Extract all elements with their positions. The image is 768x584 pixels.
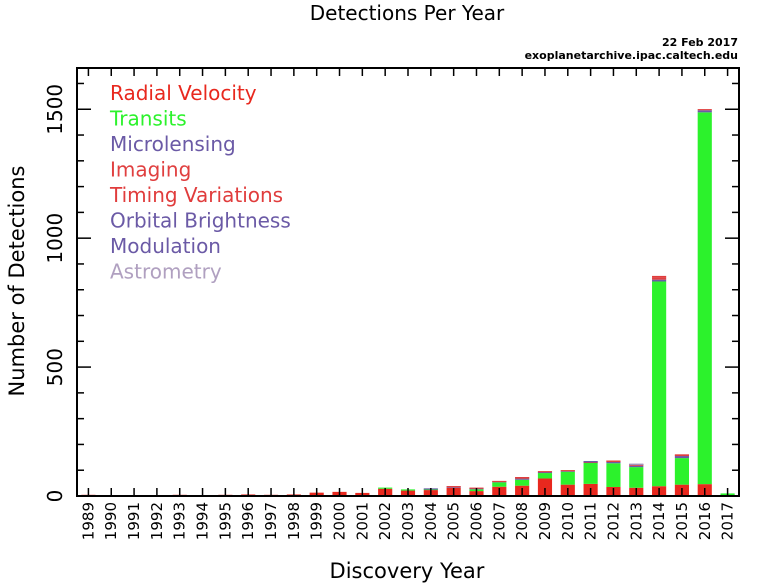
x-tick-label: 2016 xyxy=(696,502,714,540)
bar-2010-series-3 xyxy=(560,470,575,472)
bar-2010-series-1 xyxy=(560,471,575,485)
x-tick-label: 2006 xyxy=(468,502,486,540)
x-tick-label: 1994 xyxy=(194,502,212,540)
x-tick-label: 1990 xyxy=(102,502,120,540)
bar-2016-series-2 xyxy=(697,110,712,113)
bar-2014-series-2 xyxy=(652,279,667,282)
x-tick-label: 2012 xyxy=(604,502,622,540)
bar-2005-series-3 xyxy=(446,486,461,488)
bar-2009-series-1 xyxy=(537,473,553,479)
bar-2012-series-1 xyxy=(606,463,621,487)
bar-2008-series-4 xyxy=(515,477,530,479)
x-tick-label: 2014 xyxy=(650,502,668,540)
bar-2009-series-2 xyxy=(537,471,553,474)
x-tick-label: 1991 xyxy=(125,502,143,540)
x-tick-label: 1992 xyxy=(148,502,166,540)
x-tick-label: 2000 xyxy=(331,502,349,540)
y-tick-label: 1500 xyxy=(43,84,67,135)
x-tick-label: 2001 xyxy=(353,502,371,540)
x-tick-label: 1989 xyxy=(79,502,97,540)
x-tick-label: 2007 xyxy=(490,502,508,540)
x-tick-label: 1993 xyxy=(171,502,189,540)
bar-2012-series-2 xyxy=(606,461,621,464)
x-tick-label: 2004 xyxy=(422,502,440,540)
y-axis-label: Number of Detections xyxy=(5,166,29,397)
bar-2013-series-2 xyxy=(629,465,644,468)
x-axis-label: Discovery Year xyxy=(330,559,485,583)
legend-item-5: Orbital Brightness xyxy=(110,209,291,233)
legend-item-1: Transits xyxy=(109,107,187,131)
y-tick-label: 1000 xyxy=(43,213,67,264)
x-tick-label: 1995 xyxy=(216,502,234,540)
legend-item-6: Modulation xyxy=(110,234,221,258)
bar-2014-series-4 xyxy=(652,275,667,278)
bar-2014-series-1 xyxy=(652,281,667,487)
bar-2013-series-7 xyxy=(629,463,644,465)
x-tick-label: 2013 xyxy=(627,502,645,540)
bar-2011-series-1 xyxy=(583,463,598,484)
x-tick-label: 2008 xyxy=(513,502,531,540)
bar-2014-series-3 xyxy=(652,277,667,280)
legend-item-3: Imaging xyxy=(110,158,191,182)
legend-item-2: Microlensing xyxy=(110,132,236,156)
x-tick-label: 2005 xyxy=(445,502,463,540)
chart-title: Detections Per Year xyxy=(310,1,505,25)
x-tick-label: 1997 xyxy=(262,502,280,540)
bar-2009-series-0 xyxy=(537,478,553,496)
bar-2015-series-2 xyxy=(674,456,689,459)
bar-2011-series-5 xyxy=(583,461,598,463)
bar-2013-series-1 xyxy=(629,467,644,488)
bar-2007-series-1 xyxy=(492,482,507,487)
legend-item-4: Timing Variations xyxy=(109,183,283,207)
y-tick-label: 500 xyxy=(43,348,67,386)
bar-2015-series-4 xyxy=(674,454,689,456)
bar-2007-series-3 xyxy=(492,480,507,483)
y-tick-label: 0 xyxy=(43,490,67,503)
legend-item-0: Radial Velocity xyxy=(110,81,257,105)
chart-date: 22 Feb 2017 xyxy=(662,36,738,49)
legend-item-7: Astrometry xyxy=(110,260,222,284)
bar-2012-series-4 xyxy=(606,460,621,462)
x-tick-label: 2015 xyxy=(673,502,691,540)
bar-2009-series-3 xyxy=(537,471,553,473)
x-tick-label: 2009 xyxy=(536,502,554,540)
bar-2016-series-3 xyxy=(697,109,712,111)
bar-2008-series-2 xyxy=(515,478,530,480)
x-tick-label: 2011 xyxy=(582,502,600,540)
x-tick-label: 2002 xyxy=(376,502,394,540)
bar-2016-series-1 xyxy=(697,112,712,485)
bar-2015-series-1 xyxy=(674,458,689,485)
bar-2008-series-1 xyxy=(515,479,530,486)
x-tick-label: 2010 xyxy=(559,502,577,540)
x-tick-label: 1999 xyxy=(308,502,326,540)
chart-source: exoplanetarchive.ipac.caltech.edu xyxy=(525,49,738,62)
x-tick-label: 1996 xyxy=(239,502,257,540)
x-tick-label: 2017 xyxy=(719,502,737,540)
x-tick-label: 2003 xyxy=(399,502,417,540)
x-tick-label: 1998 xyxy=(285,502,303,540)
